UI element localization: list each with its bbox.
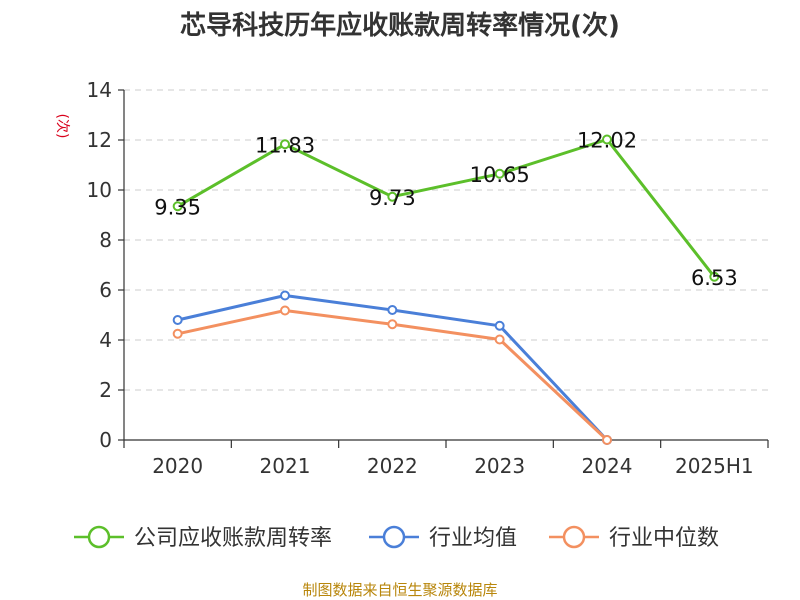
- data-point: [602, 435, 612, 445]
- y-tick-label: 14: [87, 78, 112, 102]
- data-point: [387, 319, 398, 330]
- data-label: 10.65: [470, 163, 530, 187]
- legend: 公司应收账款周转率 行业均值 行业中位数: [74, 525, 719, 551]
- axes: 0 2 4 6 8 10 12 14 2020 2021 2022 2023 2024 2025H1: [87, 78, 769, 478]
- y-tick-label: 0: [99, 428, 112, 452]
- data-point: [709, 271, 720, 282]
- data-label: 6.53: [691, 266, 738, 290]
- y-tick-label: 4: [99, 328, 112, 352]
- data-point: [172, 201, 183, 212]
- data-point: [280, 139, 290, 150]
- series-line-2: [177, 309, 609, 442]
- y-tick-label: 6: [99, 278, 112, 302]
- data-point: [494, 320, 505, 331]
- legend-label: 行业中位数: [609, 526, 719, 551]
- grid: [124, 89, 768, 391]
- data-point: [172, 328, 183, 339]
- x-tick-label: 2023: [474, 454, 525, 478]
- y-tick-label: 10: [87, 178, 112, 202]
- legend-marker-icon: [562, 525, 586, 549]
- data-label: 9.73: [369, 186, 416, 210]
- data-point: [280, 305, 290, 316]
- y-tick-label: 8: [99, 228, 112, 252]
- data-point: [387, 191, 398, 202]
- chart-title: 芯导科技历年应收账款周转率情况(次): [180, 10, 620, 41]
- y-axis-label: (次): [54, 114, 70, 139]
- data-point: [280, 290, 290, 301]
- legend-label: 公司应收账款周转率: [134, 526, 332, 551]
- data-label: 9.35: [154, 195, 201, 219]
- x-tick-label: 2025H1: [675, 454, 754, 478]
- data-point: [602, 134, 612, 145]
- series-line-0: [176, 138, 716, 278]
- data-point: [172, 315, 183, 325]
- x-tick-label: 2021: [260, 454, 311, 478]
- legend-label: 行业均值: [429, 526, 517, 551]
- data-point: [494, 334, 505, 345]
- legend-marker-icon: [87, 525, 111, 549]
- y-tick-label: 12: [87, 128, 112, 152]
- series-line-1: [177, 294, 609, 442]
- series: 9.35 11.83 9.73 10.65 12.02 6.53: [154, 129, 738, 445]
- source-note: 制图数据来自恒生聚源数据库: [302, 581, 497, 599]
- data-label: 11.83: [255, 133, 315, 157]
- data-point: [494, 168, 505, 179]
- legend-marker-icon: [382, 525, 406, 549]
- y-tick-label: 2: [99, 378, 112, 402]
- data-point: [387, 305, 398, 315]
- x-tick-label: 2022: [367, 454, 418, 478]
- data-label: 12.02: [577, 129, 637, 153]
- x-tick-label: 2024: [582, 454, 633, 478]
- x-tick-label: 2020: [152, 454, 203, 478]
